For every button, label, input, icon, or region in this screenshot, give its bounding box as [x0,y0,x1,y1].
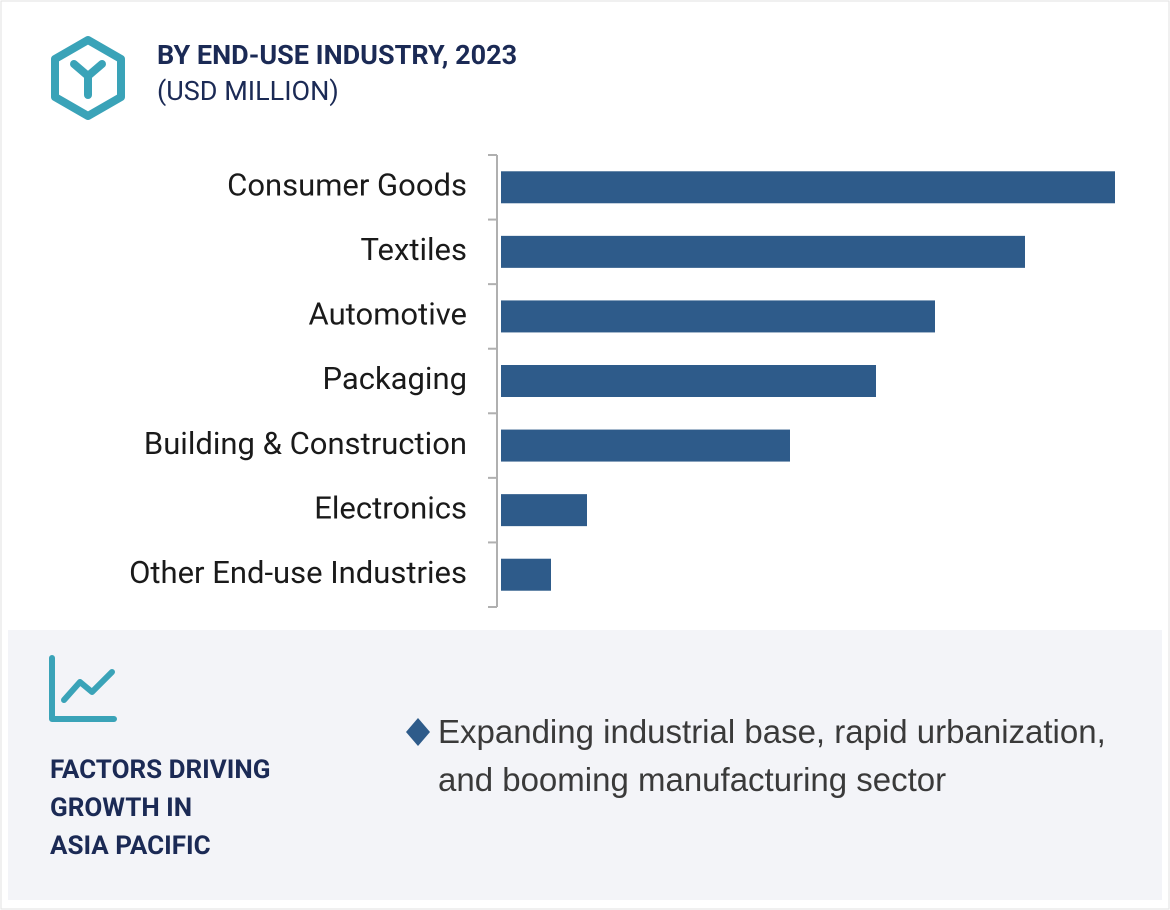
bar [501,235,1025,268]
bar [501,429,790,462]
bar [501,494,587,527]
category-label: Automotive [309,296,467,333]
bar [501,171,1115,204]
trend-icon [49,655,117,722]
bar [501,300,935,333]
logo-icon [51,36,125,120]
factors-title: FACTORS DRIVING [50,755,270,785]
category-label: Packaging [322,360,467,397]
chart-title: BY END-USE INDUSTRY, 2023 [157,39,517,71]
category-label: Building & Construction [144,425,467,462]
category-label: Electronics [314,489,467,526]
category-label: Consumer Goods [227,166,467,203]
factor-bullet: Expanding industrial base, rapid urbaniz… [438,713,1106,798]
bar [501,365,876,397]
bar [501,558,551,591]
category-label: Other End-use Industries [129,554,467,591]
chart-subtitle: (USD MILLION) [157,75,339,107]
factors-panel [8,630,1162,900]
category-label: Textiles [361,231,467,268]
factors-title: ASIA PACIFIC [50,831,211,861]
bullet-diamond [406,718,430,746]
factors-title: GROWTH IN [50,793,192,823]
